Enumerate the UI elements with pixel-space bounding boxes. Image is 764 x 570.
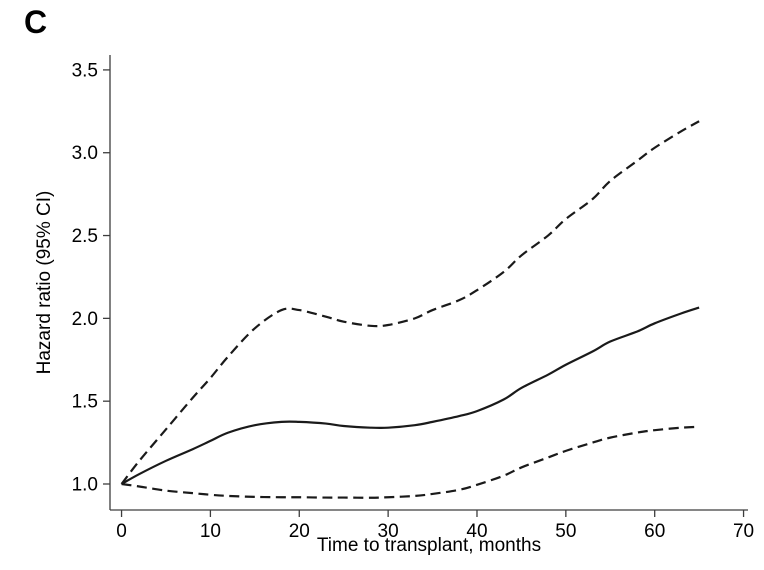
y-tick-label: 3.0 xyxy=(72,143,98,164)
series-hazard-ratio-line xyxy=(121,306,700,485)
series-upper-95-ci-line xyxy=(120,120,700,485)
x-tick-label: 30 xyxy=(378,521,399,542)
x-tick-label: 40 xyxy=(466,521,487,542)
x-tick-label: 20 xyxy=(289,521,310,542)
x-axis-title: Time to transplant, months xyxy=(317,535,541,556)
y-tick-label: 1.0 xyxy=(72,474,98,495)
x-tick-label: 0 xyxy=(116,521,127,542)
x-tick-label: 70 xyxy=(733,521,754,542)
y-tick-label: 1.5 xyxy=(72,392,98,413)
panel-label: C xyxy=(24,4,48,40)
series-lower-95-ci-line xyxy=(121,425,700,499)
x-tick-label: 10 xyxy=(200,521,221,542)
y-tick-label: 2.5 xyxy=(72,226,98,247)
y-tick-label: 2.0 xyxy=(72,309,98,330)
x-tick-label: 50 xyxy=(555,521,576,542)
y-axis-title: Hazard ratio (95% CI) xyxy=(34,191,55,375)
y-tick-label: 3.5 xyxy=(72,60,98,81)
x-tick-label: 60 xyxy=(644,521,665,542)
